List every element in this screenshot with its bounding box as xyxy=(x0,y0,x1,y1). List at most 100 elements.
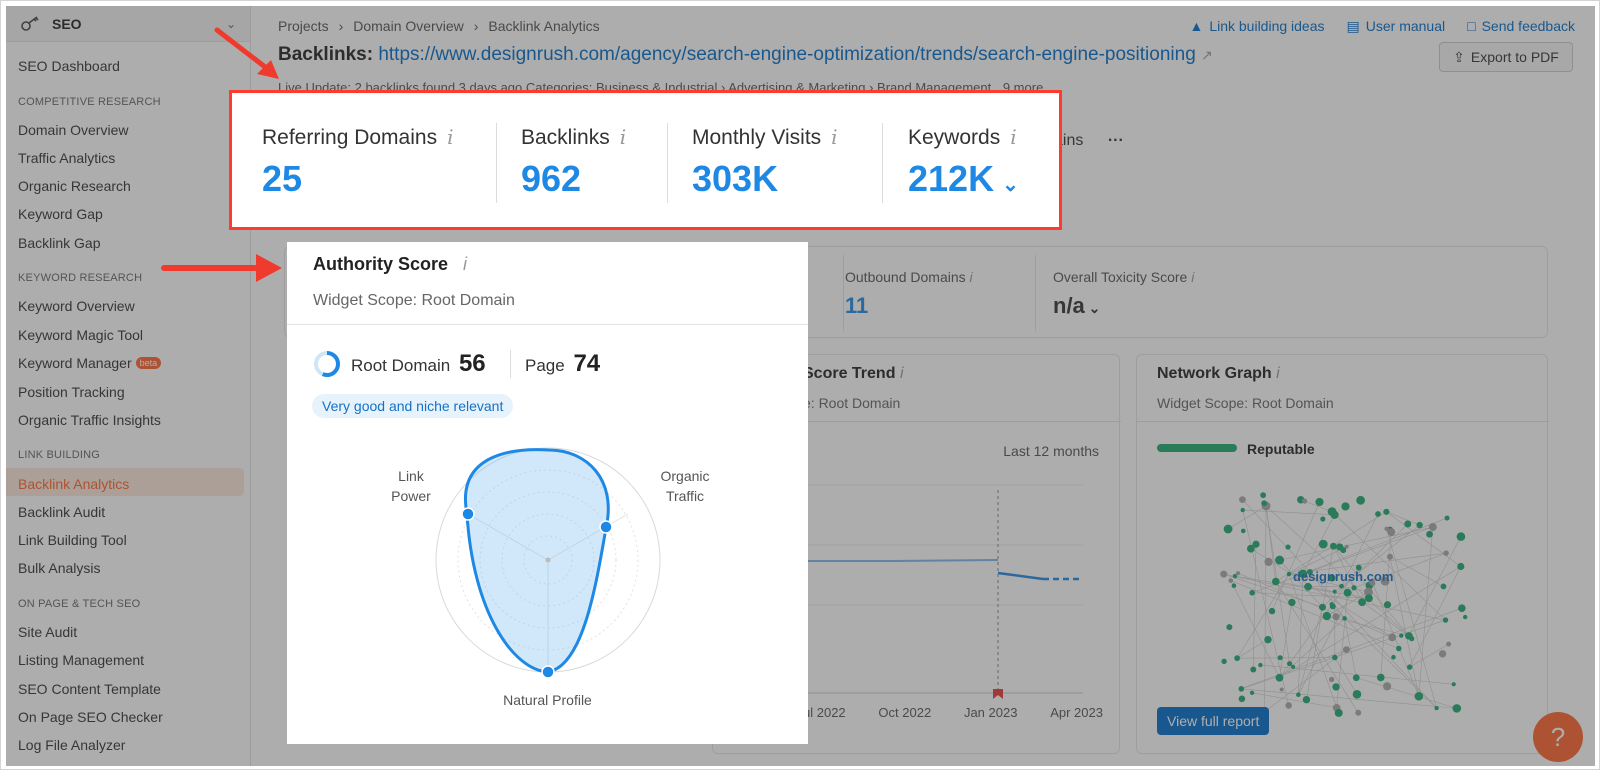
page-title-url[interactable]: https://www.designrush.com/agency/search… xyxy=(378,44,1196,65)
network-node xyxy=(1286,571,1292,577)
network-node xyxy=(1440,583,1447,590)
network-node xyxy=(1260,492,1267,499)
sidebar-item-label: Keyword Overview xyxy=(18,298,135,314)
info-icon[interactable]: i xyxy=(1276,365,1280,382)
sidebar-item[interactable]: SEO Content Template xyxy=(18,681,161,697)
radar-point-link-power[interactable] xyxy=(461,507,475,521)
sidebar-item[interactable]: Keyword Overview xyxy=(18,298,135,314)
help-button[interactable]: ? xyxy=(1533,712,1583,762)
network-node xyxy=(1334,708,1343,717)
chevron-right-icon: › xyxy=(473,18,479,34)
page-value: 74 xyxy=(573,350,601,377)
sidebar-item[interactable]: Log File Analyzer xyxy=(18,737,125,753)
sidebar-header[interactable]: SEO ⌄ xyxy=(6,6,250,42)
network-graph[interactable] xyxy=(1197,485,1497,745)
breadcrumb-projects[interactable]: Projects xyxy=(278,18,329,34)
sidebar-item[interactable]: Backlink Gap xyxy=(18,235,100,251)
metric-referring-domains[interactable]: Referring Domains i 25 xyxy=(262,125,453,200)
info-icon[interactable]: i xyxy=(1010,125,1017,149)
sidebar-item[interactable]: On Page SEO Checker xyxy=(18,709,163,725)
breadcrumb-domain-overview[interactable]: Domain Overview xyxy=(353,18,464,34)
send-feedback-link[interactable]: □ Send feedback xyxy=(1467,18,1575,35)
network-edge xyxy=(1372,583,1420,697)
network-edge xyxy=(1279,618,1345,678)
radar-point-organic-traffic[interactable] xyxy=(599,520,613,534)
sidebar-item[interactable]: Link Building Tool xyxy=(18,532,127,548)
sidebar-title: SEO xyxy=(52,15,82,32)
radar-center xyxy=(545,557,551,563)
export-pdf-button[interactable]: ⇪ Export to PDF xyxy=(1439,42,1573,72)
period-label[interactable]: Last 12 months xyxy=(1003,443,1099,459)
network-node xyxy=(1426,530,1433,538)
sidebar-item[interactable]: Listing Management xyxy=(18,652,144,668)
network-node xyxy=(1428,523,1437,532)
sidebar-item[interactable]: Bulk Analysis xyxy=(18,560,100,576)
sidebar-item[interactable]: Site Audit xyxy=(18,624,77,640)
network-node xyxy=(1446,641,1452,647)
info-icon[interactable]: i xyxy=(1191,269,1195,285)
network-edge xyxy=(1230,580,1399,649)
network-node xyxy=(1228,578,1234,583)
external-link-icon[interactable]: ↗ xyxy=(1201,47,1213,63)
network-edge xyxy=(1237,572,1393,638)
sidebar-item[interactable]: Keyword Magic Tool xyxy=(18,327,143,343)
network-node xyxy=(1223,524,1233,534)
sidebar-item[interactable]: Position Tracking xyxy=(18,384,125,400)
toxicity-value[interactable]: n/a ⌄ xyxy=(1053,293,1100,319)
metric-backlinks[interactable]: Backlinks i 962 xyxy=(521,125,626,200)
network-node xyxy=(1462,614,1468,620)
info-icon[interactable]: i xyxy=(831,125,838,149)
user-manual-link[interactable]: ▤ User manual xyxy=(1347,18,1446,35)
chevron-down-icon[interactable]: ⌄ xyxy=(1002,174,1019,196)
trend-line-past xyxy=(803,559,999,562)
network-edge xyxy=(1242,509,1335,516)
sidebar-item[interactable]: Backlink Audit xyxy=(18,504,105,520)
sidebar-item[interactable]: Backlink Analytics xyxy=(18,476,129,492)
info-icon[interactable]: i xyxy=(969,269,973,285)
network-node xyxy=(1240,528,1246,534)
network-node xyxy=(1332,589,1337,594)
sidebar-section-title: ON PAGE & TECH SEO xyxy=(18,598,140,610)
sidebar-item[interactable]: Organic Traffic Insights xyxy=(18,412,161,428)
info-icon[interactable]: i xyxy=(447,125,454,149)
radar-point-natural-profile[interactable] xyxy=(541,665,555,679)
network-node xyxy=(1343,588,1352,597)
network-edge xyxy=(1302,517,1448,574)
authority-radar-chart xyxy=(435,447,661,679)
network-node xyxy=(1391,654,1396,660)
sidebar-item[interactable]: Organic Research xyxy=(18,178,131,194)
link-building-ideas-link[interactable]: ▲ Link building ideas xyxy=(1189,18,1324,35)
outbound-domains-value[interactable]: 11 xyxy=(845,293,869,318)
network-node xyxy=(1232,573,1238,579)
sidebar-item-label: Keyword Magic Tool xyxy=(18,327,144,343)
toxicity-label: Overall Toxicity Score i xyxy=(1053,269,1194,285)
info-icon[interactable]: i xyxy=(463,254,468,274)
authority-title-text: Authority Score xyxy=(313,254,449,274)
network-edge xyxy=(1242,499,1437,709)
network-center-label: designrush.com xyxy=(1293,569,1394,584)
network-node xyxy=(1387,528,1396,537)
page-score: Page 74 xyxy=(525,350,600,378)
sidebar-item[interactable]: Domain Overview xyxy=(18,122,128,138)
metric-monthly-visits[interactable]: Monthly Visits i 303K xyxy=(692,125,838,200)
sidebar-item[interactable]: Keyword Manager beta xyxy=(18,355,162,371)
chevron-down-icon: ⌄ xyxy=(1084,300,1101,316)
metric-keywords[interactable]: Keywords i 212K ⌄ xyxy=(908,125,1019,200)
network-node xyxy=(1238,695,1246,703)
sidebar-item[interactable]: Traffic Analytics xyxy=(18,150,115,166)
more-tabs-icon[interactable]: ··· xyxy=(1107,132,1124,149)
view-full-report-button[interactable]: View full report xyxy=(1157,707,1270,735)
info-icon[interactable]: i xyxy=(619,125,627,149)
info-icon[interactable]: i xyxy=(899,365,904,382)
network-node xyxy=(1285,544,1291,550)
outbound-label-text: Outbound Domains xyxy=(845,269,966,285)
chevron-down-icon[interactable]: ⌄ xyxy=(225,16,236,31)
sidebar: SEO ⌄ SEO Dashboard COMPETITIVE RESEARCH D… xyxy=(6,6,251,766)
flag-icon[interactable] xyxy=(993,689,1003,699)
sidebar-item[interactable]: SEO Dashboard xyxy=(18,58,120,74)
sidebar-item[interactable]: Keyword Gap xyxy=(18,206,103,222)
network-edge xyxy=(1264,506,1267,712)
network-node xyxy=(1456,532,1466,541)
axis-label-line: Link xyxy=(398,468,424,484)
